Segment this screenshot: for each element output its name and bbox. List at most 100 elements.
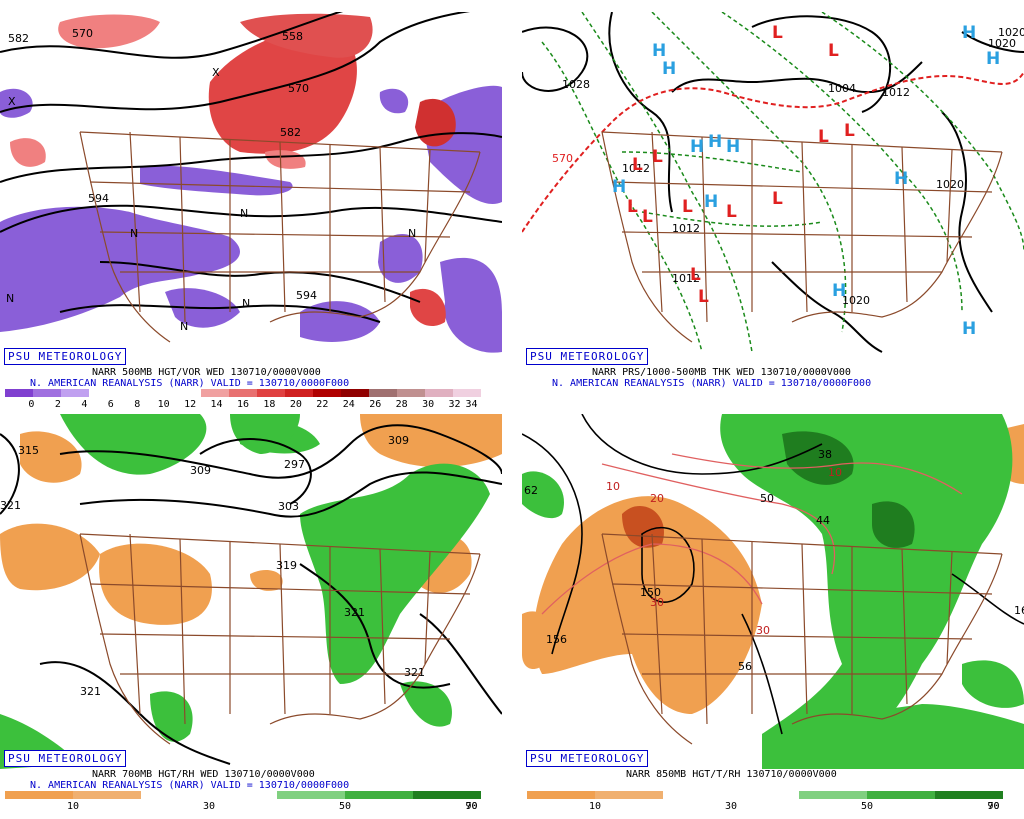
moist-area <box>60 414 207 475</box>
low-pressure-marker: L <box>642 207 653 227</box>
min-marker: N <box>242 297 250 310</box>
low-pressure-marker: L <box>726 202 737 222</box>
colorbar-segment <box>527 791 595 799</box>
colorbar-segment <box>209 791 277 799</box>
height-contour-line <box>0 132 502 183</box>
coastline <box>79 131 171 343</box>
colorbar-ticks: 10 30 50 70 90 <box>5 801 481 815</box>
dry-area <box>360 414 502 468</box>
coastline <box>791 553 1003 725</box>
vorticity-negative-area <box>440 257 502 353</box>
product-title: NARR PRS/1000-500MB THK WED 130710/0000V… <box>592 367 851 378</box>
isobar <box>522 26 589 92</box>
thickness-contour <box>541 41 703 353</box>
isobar-label: 1020 <box>936 178 964 191</box>
height-contour-line <box>419 613 502 715</box>
height-label: 321 <box>344 606 365 619</box>
moist-area <box>720 414 1013 758</box>
very-moist-area <box>782 431 854 485</box>
valid-time-line: N. AMERICAN REANALYSIS (NARR) VALID = 13… <box>30 378 350 389</box>
low-pressure-marker: L <box>698 287 709 307</box>
height-contour-line <box>522 433 583 655</box>
height-label: 558 <box>282 30 303 43</box>
high-pressure-marker: H <box>662 59 676 79</box>
moist-area <box>400 681 452 727</box>
height-label: 297 <box>284 458 305 471</box>
coastline <box>601 533 693 745</box>
min-marker: N <box>240 207 248 220</box>
colorbar-segment <box>61 389 89 397</box>
dry-area <box>522 611 555 669</box>
dry-area <box>622 505 664 548</box>
isobar-label: 1012 <box>672 272 700 285</box>
vorticity-positive-area <box>58 14 160 49</box>
height-contour-line <box>199 438 312 505</box>
dry-area <box>99 543 212 625</box>
colorbar-segment <box>117 389 145 397</box>
colorbar-tick-label: 34 <box>465 399 478 410</box>
product-title: NARR 850MB HGT/T/RH 130710/0000V000 <box>626 769 837 780</box>
height-label: 321 <box>404 666 425 679</box>
isobar <box>608 12 673 213</box>
map-pressure-thickness: 1028 1020 1004 1012 570 1012 1012 1012 1… <box>522 12 1024 367</box>
colorbar-segment <box>229 389 257 397</box>
vorticity-positive-area <box>240 13 373 58</box>
colorbar-segment <box>257 389 285 397</box>
high-pressure-marker: H <box>652 41 666 61</box>
psu-meteorology-badge: PSU METEOROLOGY <box>4 348 127 365</box>
colorbar <box>527 791 1003 799</box>
colorbar-tick-label: 70 <box>987 801 1000 812</box>
thickness-label: 570 <box>552 152 573 165</box>
height-label: 309 <box>388 434 409 447</box>
colorbar-tick-label: 0 <box>28 399 35 410</box>
colorbar-segment <box>867 791 935 799</box>
height-contour-line <box>0 433 20 515</box>
colorbar-tick-label: 16 <box>236 399 250 410</box>
moist-area <box>522 471 564 519</box>
height-label: 321 <box>80 685 101 698</box>
thickness-contour <box>651 12 847 333</box>
vorticity-negative-area <box>378 233 423 283</box>
isotherm-label: 10 <box>828 466 842 479</box>
high-pressure-marker: H <box>986 49 1000 69</box>
high-pressure-marker: H <box>962 319 976 339</box>
thickness-contour <box>821 12 1024 253</box>
colorbar-tick-label: 30 <box>724 801 738 812</box>
height-contour-line <box>951 573 1024 625</box>
colorbar-segment <box>799 791 867 799</box>
panel-850mb-temp-rh: 62 10 20 38 10 50 44 150 30 30 156 56 16… <box>522 414 1024 819</box>
colorbar-segment <box>731 791 799 799</box>
isobar-label: 1020 <box>842 294 870 307</box>
coastline <box>79 533 171 745</box>
isobar-label: 1012 <box>622 162 650 175</box>
height-label: 582 <box>8 32 29 45</box>
isobar <box>961 31 1024 53</box>
product-title: NARR 700MB HGT/RH WED 130710/0000V000 <box>92 769 315 780</box>
height-label: 594 <box>296 289 317 302</box>
panel-500mb-vorticity: 582 570 558 570 582 594 594 N N N N N N … <box>0 12 502 417</box>
colorbar-segment <box>73 791 141 799</box>
low-pressure-marker: L <box>844 121 855 141</box>
colorbar-segment <box>935 791 1003 799</box>
thickness-contour <box>721 12 963 313</box>
colorbar-segment <box>145 389 173 397</box>
colorbar-tick-label: 30 <box>202 801 216 812</box>
state-boundary <box>89 583 471 675</box>
colorbar-tick-label: 8 <box>134 399 141 410</box>
state-boundary <box>129 533 431 725</box>
colorbar-segment <box>33 389 61 397</box>
colorbar-tick-label: 20 <box>289 399 302 410</box>
min-marker: N <box>408 227 416 240</box>
isobar-label: 1020 <box>998 26 1024 39</box>
colorbar-segment <box>201 389 229 397</box>
isotherm-label: 30 <box>756 624 770 637</box>
colorbar-tick-label: 32 <box>448 399 461 410</box>
vorticity-positive-area <box>208 29 357 154</box>
height-label: 16 <box>1014 604 1024 617</box>
colorbar-tick-label: 50 <box>338 801 352 812</box>
valid-time-line: N. AMERICAN REANALYSIS (NARR) VALID = 13… <box>30 780 350 791</box>
min-marker: N <box>6 292 14 305</box>
height-label: 594 <box>88 192 109 205</box>
low-pressure-marker: L <box>828 41 839 61</box>
height-label: 56 <box>738 660 752 673</box>
